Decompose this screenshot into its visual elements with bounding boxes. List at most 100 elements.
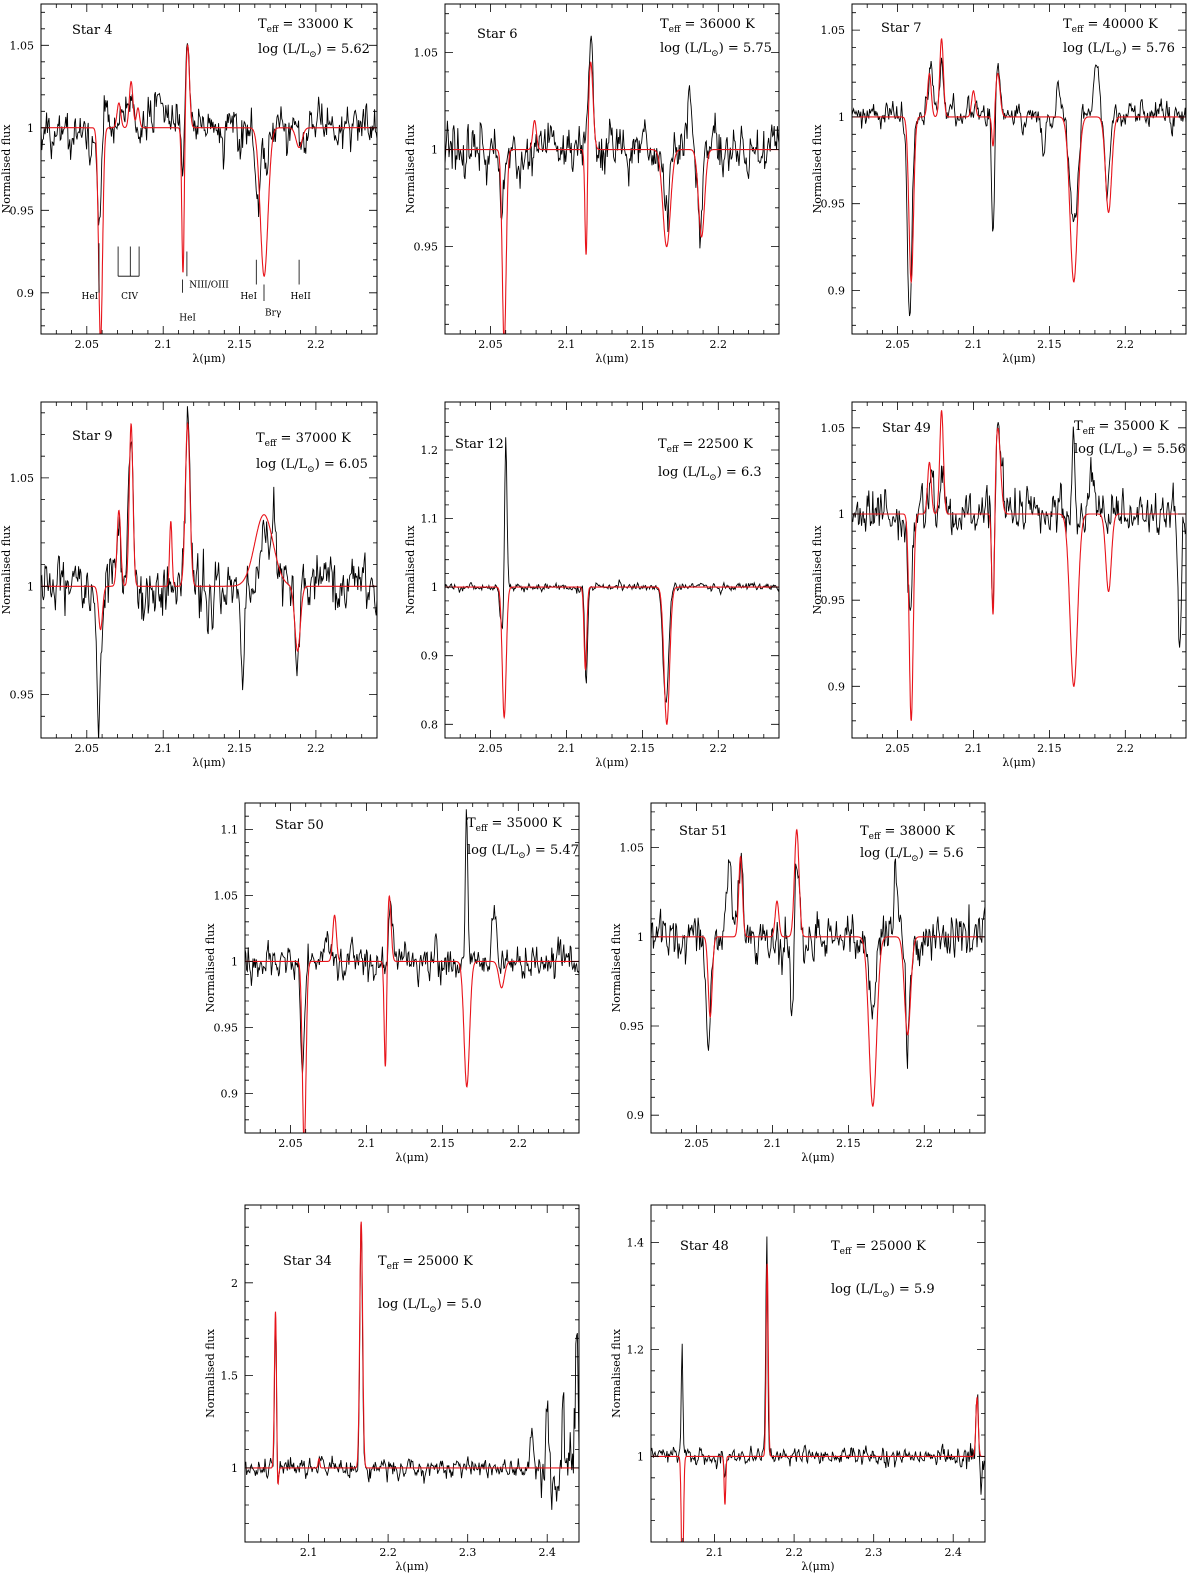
model-spectrum-line [41, 421, 377, 652]
y-axis-label: Normalised flux [404, 525, 417, 615]
teff-value: 25000 [418, 1254, 459, 1269]
star-label: Star 4 [72, 23, 113, 38]
teff-annotation: Teff = 40000 K [1063, 17, 1158, 35]
y-tick-label: 1 [637, 1450, 644, 1463]
x-tick-label: 2.1 [764, 1137, 782, 1150]
x-tick-label: 2.2 [1117, 742, 1135, 755]
x-tick-label: 2.2 [916, 1137, 934, 1150]
x-tick-label: 2.1 [965, 338, 983, 351]
y-axis-label: Normalised flux [404, 124, 417, 214]
y-tick-label: 0.95 [821, 198, 846, 211]
axis-ticks [444, 4, 780, 334]
model-spectrum-line [245, 1221, 579, 1486]
y-axis-label: Normalised flux [204, 1328, 217, 1418]
teff-annotation: Teff = 25000 K [831, 1239, 926, 1257]
x-tick-label: 2.15 [1037, 742, 1062, 755]
y-tick-label: 0.9 [17, 287, 35, 300]
x-tick-label: 2.1 [558, 338, 576, 351]
teff-value: 37000 [296, 431, 337, 446]
y-tick-label: 1 [27, 580, 34, 593]
y-tick-label: 1.2 [421, 444, 439, 457]
plot-frame [244, 1204, 580, 1543]
teff-unit: K [552, 816, 562, 831]
line-id-markers [98, 243, 300, 301]
axis-ticks [40, 4, 378, 334]
plot-frame [40, 401, 378, 739]
x-tick-label: 2.1 [154, 338, 172, 351]
x-axis-label: λ(μm) [801, 1151, 834, 1164]
y-tick-label: 2 [231, 1277, 238, 1290]
y-tick-label: 0.9 [828, 285, 846, 298]
y-tick-label: 1.05 [214, 889, 239, 902]
luminosity-annotation: log (L/L⊙) = 5.76 [1063, 41, 1175, 59]
line-id-label: HeI [240, 292, 257, 302]
observed-spectrum-line [651, 852, 985, 1069]
x-tick-label: 2.2 [710, 338, 728, 351]
y-tick-label: 1 [231, 955, 238, 968]
x-tick-label: 2.05 [478, 742, 503, 755]
axis-ticks [40, 402, 378, 739]
panel-star-4: 2.05 2.1 2.15 2.2 0.9 0.95 1 1.05 λ(μm) Normalise… [0, 3, 378, 365]
y-tick-label: 1.1 [221, 823, 239, 836]
x-tick-label: 2.3 [865, 1546, 883, 1559]
teff-value: 36000 [700, 17, 741, 32]
y-tick-label: 1 [637, 931, 644, 944]
model-spectrum-line [245, 894, 579, 1133]
y-tick-label: 0.9 [421, 650, 439, 663]
y-axis-label: Normalised flux [811, 525, 824, 615]
line-id-label: CIV [121, 292, 138, 302]
model-spectrum-line [41, 43, 377, 334]
teff-annotation: Teff = 35000 K [467, 816, 562, 834]
teff-unit: K [945, 824, 955, 839]
x-axis-label: λ(μm) [595, 756, 628, 769]
y-tick-label: 1.05 [10, 39, 35, 52]
x-axis-label: λ(μm) [395, 1560, 428, 1573]
y-axis-label: Normalised flux [811, 124, 824, 214]
y-tick-label: 1 [231, 1462, 238, 1475]
x-tick-label: 2.05 [885, 338, 910, 351]
teff-value: 38000 [900, 824, 941, 839]
teff-unit: K [341, 431, 351, 446]
star-label: Star 48 [680, 1239, 729, 1254]
panel-star-12: 2.05 2.1 2.15 2.2 0.8 0.9 1 1.1 1.2 λ(μm) Normalis… [404, 401, 780, 769]
logL-value: 5.62 [341, 42, 370, 57]
observed-spectrum-line [41, 43, 377, 226]
x-tick-label: 2.1 [154, 742, 172, 755]
teff-value: 25000 [871, 1239, 912, 1254]
panel-star-48: 2.1 2.2 2.3 2.4 1 1.2 1.4 λ(μm) Normalised flux S… [610, 1204, 986, 1573]
observed-spectrum-line [445, 35, 779, 249]
logL-value: 5.75 [743, 41, 772, 56]
model-spectrum-line [852, 409, 1186, 721]
logL-value: 6.3 [741, 465, 762, 480]
x-tick-label: 2.05 [885, 742, 910, 755]
x-tick-label: 2.3 [459, 1546, 477, 1559]
luminosity-annotation: log (L/L⊙) = 5.62 [258, 42, 370, 60]
luminosity-annotation: log (L/L⊙) = 5.0 [378, 1297, 482, 1315]
luminosity-annotation: log (L/L⊙) = 5.6 [860, 846, 964, 864]
luminosity-annotation: log (L/L⊙) = 5.56 [1074, 442, 1186, 460]
y-tick-label: 1.05 [10, 472, 35, 485]
x-tick-label: 2.15 [430, 1137, 455, 1150]
axis-ticks [851, 402, 1187, 739]
teff-annotation: Teff = 37000 K [256, 431, 351, 449]
y-tick-label: 0.8 [421, 718, 439, 731]
teff-value: 33000 [298, 17, 339, 32]
star-label: Star 9 [72, 429, 113, 444]
y-tick-label: 0.9 [221, 1087, 239, 1100]
y-tick-label: 1.05 [414, 47, 439, 60]
observed-spectrum-line [245, 809, 579, 1074]
x-axis-label: λ(μm) [595, 352, 628, 365]
teff-annotation: Teff = 38000 K [860, 824, 955, 842]
luminosity-annotation: log (L/L⊙) = 5.75 [660, 41, 772, 59]
y-tick-label: 1 [431, 144, 438, 157]
x-tick-label: 2.1 [706, 1546, 724, 1559]
y-axis-label: Normalised flux [610, 923, 623, 1013]
x-axis-label: λ(μm) [1002, 352, 1035, 365]
model-spectrum-line [445, 586, 779, 726]
model-spectrum-line [651, 828, 985, 1107]
line-id-label: HeI [82, 292, 99, 302]
x-tick-label: 2.15 [630, 338, 655, 351]
x-tick-label: 2.2 [379, 1546, 397, 1559]
luminosity-annotation: log (L/L⊙) = 6.3 [658, 465, 762, 483]
